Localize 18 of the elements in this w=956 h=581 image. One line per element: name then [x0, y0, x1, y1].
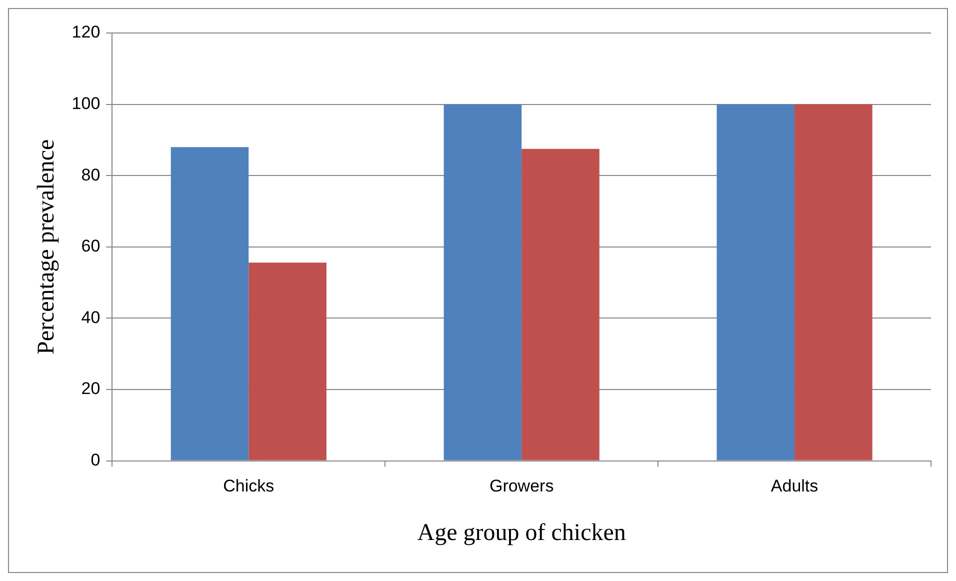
bar	[794, 104, 872, 460]
x-axis-title: Age group of chicken	[417, 520, 626, 546]
y-tick-label: 60	[81, 236, 100, 256]
x-tick-label: Adults	[770, 476, 818, 496]
y-tick-label: 40	[81, 308, 100, 327]
y-tick-label: 20	[81, 379, 100, 398]
x-tick-label: Chicks	[223, 476, 274, 496]
y-tick-label: 80	[81, 165, 100, 184]
bar	[444, 104, 522, 460]
bar	[522, 148, 600, 460]
y-axis-title: Percentage prevalence	[34, 139, 60, 354]
y-tick-label: 120	[72, 22, 100, 42]
y-tick-label: 0	[90, 450, 100, 470]
y-tick-label: 100	[72, 94, 100, 113]
bar	[248, 262, 326, 460]
x-tick-label: Growers	[489, 476, 554, 496]
bar	[716, 104, 795, 460]
bar	[170, 147, 249, 460]
